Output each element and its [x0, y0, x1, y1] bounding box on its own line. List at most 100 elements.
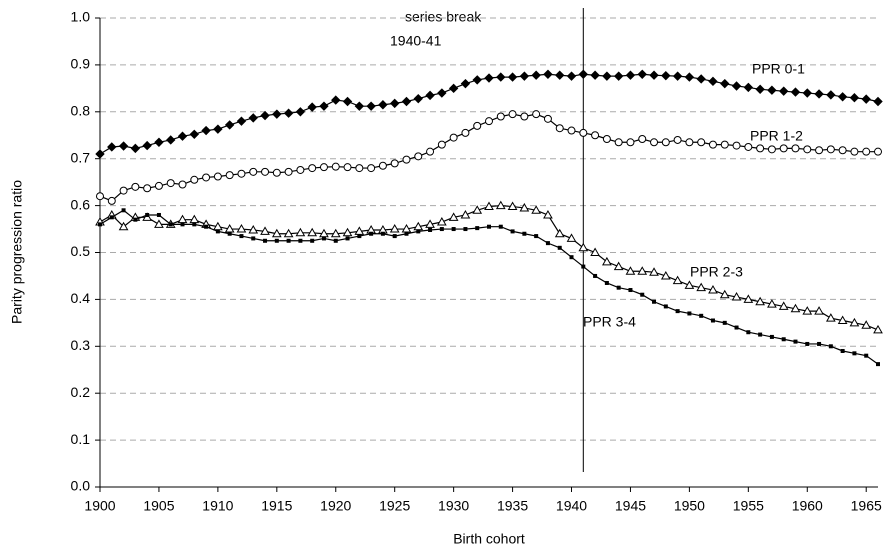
x-tick-label: 1930	[438, 498, 469, 514]
marker	[708, 140, 717, 149]
marker	[192, 222, 197, 227]
marker	[864, 353, 869, 358]
marker	[732, 141, 741, 150]
marker	[531, 205, 542, 214]
marker	[569, 255, 574, 260]
marker	[271, 228, 282, 238]
marker	[310, 238, 315, 243]
marker	[133, 217, 138, 222]
marker	[249, 167, 258, 176]
marker	[767, 145, 776, 154]
marker	[472, 205, 483, 214]
marker	[342, 96, 353, 107]
x-tick-label: 1960	[792, 498, 823, 514]
marker	[543, 69, 553, 79]
marker	[416, 229, 421, 234]
marker	[286, 238, 291, 243]
marker	[130, 143, 141, 154]
marker	[342, 227, 353, 237]
marker	[295, 227, 306, 237]
marker	[625, 70, 636, 80]
marker	[177, 131, 188, 141]
marker	[436, 217, 447, 226]
marker	[781, 337, 786, 342]
marker	[613, 71, 624, 81]
marker	[614, 138, 623, 147]
marker	[838, 146, 847, 155]
marker	[602, 71, 612, 81]
marker	[448, 83, 459, 94]
marker	[602, 135, 611, 144]
marker	[825, 313, 836, 322]
marker	[485, 117, 493, 126]
marker	[274, 238, 279, 243]
marker	[425, 219, 435, 228]
marker	[778, 86, 789, 96]
marker	[675, 309, 680, 314]
marker	[439, 227, 444, 232]
marker	[790, 87, 801, 97]
marker	[330, 228, 341, 238]
marker	[687, 311, 692, 316]
series-label: PPR 3-4	[583, 314, 636, 330]
marker	[640, 292, 645, 297]
marker	[201, 125, 211, 136]
marker	[708, 285, 718, 294]
marker	[661, 70, 671, 81]
marker	[189, 129, 200, 140]
marker	[248, 224, 259, 234]
marker	[213, 172, 222, 181]
marker	[449, 133, 458, 142]
marker	[817, 341, 822, 346]
marker	[237, 169, 246, 178]
marker	[731, 292, 742, 301]
marker	[590, 70, 600, 80]
marker	[791, 144, 800, 153]
marker	[604, 280, 609, 285]
marker	[204, 224, 209, 229]
y-tick-label: 1.0	[71, 9, 91, 25]
marker	[861, 320, 872, 329]
marker	[720, 140, 729, 149]
marker	[118, 141, 129, 151]
marker	[696, 74, 706, 84]
marker	[663, 304, 668, 309]
x-tick-label: 1935	[497, 498, 528, 514]
marker	[734, 325, 739, 330]
marker	[190, 175, 199, 184]
marker	[637, 266, 648, 275]
marker	[613, 261, 624, 271]
marker	[554, 228, 565, 238]
marker	[472, 75, 482, 85]
marker	[803, 145, 812, 154]
marker	[484, 201, 494, 211]
x-tick-label: 1915	[261, 498, 292, 514]
marker	[272, 109, 282, 119]
marker	[649, 70, 659, 80]
x-tick-label: 1925	[379, 498, 410, 514]
x-tick-label: 1965	[851, 498, 882, 514]
marker	[814, 89, 824, 99]
marker	[746, 330, 751, 335]
marker	[463, 227, 468, 232]
marker	[862, 147, 871, 156]
x-tick-label: 1945	[615, 498, 646, 514]
marker	[119, 186, 128, 195]
marker	[793, 339, 798, 344]
marker	[510, 229, 515, 234]
marker	[426, 147, 435, 156]
marker	[145, 212, 150, 217]
marker	[401, 96, 412, 107]
y-tick-label: 0.1	[71, 431, 91, 447]
marker	[660, 270, 671, 280]
marker	[460, 78, 471, 89]
marker	[107, 196, 116, 205]
marker	[840, 348, 845, 353]
marker	[131, 182, 140, 191]
marker	[392, 234, 397, 239]
marker	[283, 228, 294, 238]
marker	[873, 324, 883, 334]
marker	[720, 78, 730, 89]
marker	[672, 71, 683, 81]
